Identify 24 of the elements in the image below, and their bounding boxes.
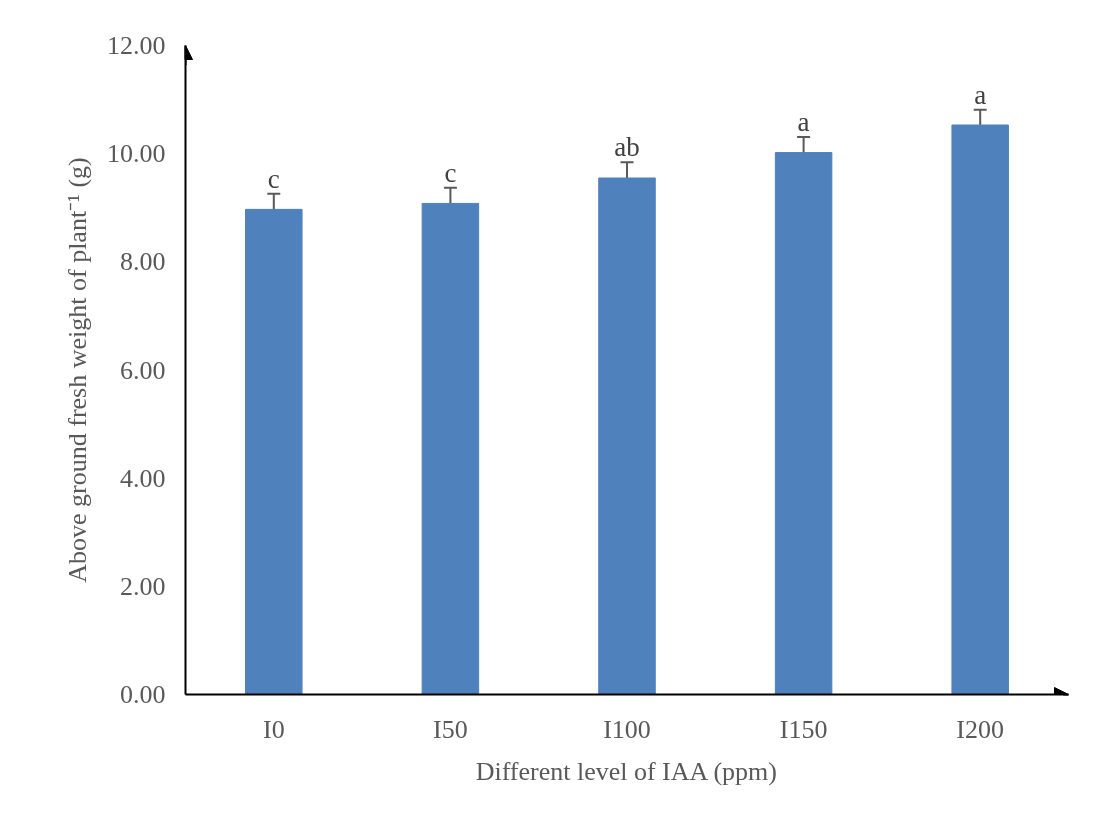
annotation: c xyxy=(444,157,457,188)
y-tick-label: 10.00 xyxy=(107,139,166,169)
y-axis-title: Above ground fresh weight of plant⁻¹ (g) xyxy=(63,157,92,583)
x-tick-label: I150 xyxy=(779,714,828,744)
x-tick-label: I100 xyxy=(603,714,651,744)
annotation: ab xyxy=(614,132,640,163)
y-tick-label: 6.00 xyxy=(120,355,166,385)
y-tick-label: 2.00 xyxy=(120,571,166,601)
bar xyxy=(598,177,656,695)
bar xyxy=(421,202,480,695)
y-tick-label: 0.00 xyxy=(120,680,166,709)
x-axis-title: Different level of IAA (ppm) xyxy=(475,756,777,786)
annotation: c xyxy=(267,163,280,194)
x-tick-label: I0 xyxy=(262,714,285,744)
y-tick-label: 4.00 xyxy=(120,463,166,493)
bar xyxy=(245,208,303,695)
x-tick-label: I50 xyxy=(433,714,468,744)
bar xyxy=(951,124,1009,695)
x-tick-label: I200 xyxy=(956,714,1005,744)
y-tick-label: 8.00 xyxy=(120,247,166,277)
y-tick-label: 12.00 xyxy=(107,31,166,60)
annotation: a xyxy=(797,106,810,137)
bar xyxy=(774,152,833,695)
annotation: a xyxy=(974,79,987,110)
